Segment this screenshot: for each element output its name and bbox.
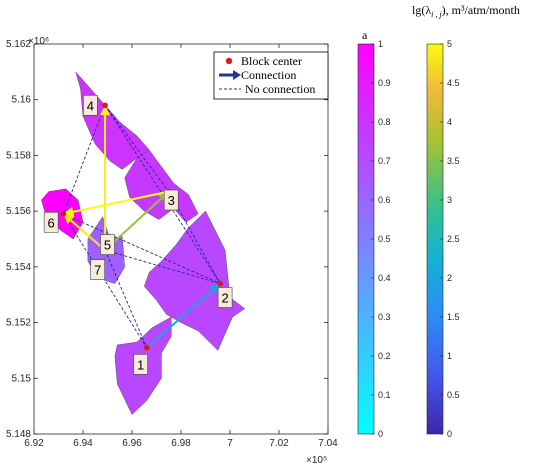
x-tick-label: 6.98 <box>171 438 191 449</box>
colorbar-tick-label: 2.5 <box>447 234 460 244</box>
colorbar-tick-label: 0.2 <box>378 351 391 361</box>
colorbar-tick-label: 0.6 <box>378 195 391 205</box>
colorbar-tick-label: 0.5 <box>447 390 460 400</box>
colorbar-a: a 0 0.1 0.2 0.3 0.4 0.5 0.6 0.7 0.8 0.9 1 <box>357 28 391 439</box>
block-labels: 1 2 3 4 5 6 7 <box>43 94 233 375</box>
colorbar-tick-label: 4.5 <box>447 78 460 88</box>
connection-arrow-1-2 <box>146 283 221 349</box>
colorbar-tick-label: 0 <box>447 429 452 439</box>
svg-text:1: 1 <box>137 357 144 372</box>
x-exponent: ×10⁵ <box>306 455 327 466</box>
y-tick-label: 5.148 <box>6 429 31 440</box>
svg-text:3: 3 <box>168 193 175 208</box>
legend-arrow-marker <box>219 70 241 80</box>
colorbar-tick-label: 4 <box>447 117 452 127</box>
no-connection-line <box>63 213 221 284</box>
connection-arrow-7-4 <box>100 105 111 251</box>
block-center-1 <box>143 344 150 351</box>
legend-label-block-center: Block center <box>241 54 302 68</box>
block-label-4: 4 <box>83 94 98 116</box>
colorbar-lambda-title-sub: i , j <box>431 10 442 19</box>
x-tick-label: 6.92 <box>24 438 44 449</box>
colorbar-tick-label: 0.3 <box>378 312 391 322</box>
block-label-1: 1 <box>133 354 148 375</box>
legend-dot-marker <box>225 57 233 65</box>
colorbar-lambda-title-main: lg(λ <box>412 3 431 17</box>
map-axes: 6.92 6.94 6.96 6.98 7 7.02 7.04 5.148 5.15 5.152 5… <box>6 39 338 449</box>
no-connection-line <box>63 213 148 348</box>
x-tick-label: 6.94 <box>73 438 93 449</box>
legend-label-no-connection: No connection <box>245 82 315 96</box>
svg-text:2: 2 <box>221 291 228 306</box>
colorbar-tick-label: 0.1 <box>378 390 391 400</box>
block-label-3: 3 <box>163 189 179 211</box>
block-center-2 <box>217 280 223 287</box>
y-exponent: ×10⁶ <box>28 36 49 47</box>
colorbar-tick-label: 0.7 <box>378 156 391 166</box>
colorbar-tick-label: 2 <box>447 273 452 283</box>
y-tick-label: 5.158 <box>6 150 31 161</box>
x-tick-label: 7.04 <box>318 438 338 449</box>
block-center-6 <box>60 211 67 217</box>
y-tick-label: 5.156 <box>6 206 31 217</box>
colorbar-lambda-ticks: 0 0.5 1 1.5 2 2.5 3 3.5 4 4.5 5 <box>440 39 460 439</box>
svg-text:5: 5 <box>104 238 111 253</box>
y-tick-label: 5.152 <box>6 318 31 329</box>
legend-label-connection: Connection <box>241 68 296 82</box>
colorbar-tick-label: 0.5 <box>378 234 391 244</box>
block-label-6: 6 <box>43 211 59 233</box>
colorbar-tick-label: 1 <box>378 39 383 49</box>
colorbar-a-title: a <box>362 28 368 42</box>
colorbar-tick-label: 3 <box>447 195 452 205</box>
y-tick-label: 5.15 <box>12 373 32 384</box>
colorbar-lambda-title: lg(λi , j), m³/atm/month <box>412 3 520 19</box>
no-connection-line <box>104 249 148 348</box>
legend-box <box>213 51 329 100</box>
block-center-4 <box>102 102 108 109</box>
colorbar-tick-label: 1 <box>447 351 452 361</box>
svg-text:7: 7 <box>94 263 101 278</box>
x-tick-label: 7 <box>227 438 233 449</box>
x-tick-label: 6.96 <box>122 438 142 449</box>
block-label-5: 5 <box>100 234 115 255</box>
y-tick-label: 5.16 <box>12 95 32 106</box>
colorbar-tick-label: 0.9 <box>378 78 391 88</box>
colorbar-tick-label: 3.5 <box>447 156 460 166</box>
legend: Block center Connection No connection <box>213 51 329 100</box>
x-tick-label: 7.02 <box>269 438 289 449</box>
colorbar-tick-label: 0 <box>378 429 383 439</box>
colorbar-tick-label: 5 <box>447 39 452 49</box>
block-label-7: 7 <box>90 259 105 280</box>
no-connection-line <box>104 105 170 192</box>
no-connection-line <box>62 105 106 215</box>
block-label-2: 2 <box>217 287 233 308</box>
colorbar-tick-label: 1.5 <box>447 312 460 322</box>
colorbar-lambda: lg(λi , j), m³/atm/month 0 0.5 1 1.5 2 2.5 3 3.… <box>412 3 520 439</box>
connection-arrow-7-6 <box>63 213 106 251</box>
colorbar-lambda-title-tail: ), m³/atm/month <box>442 3 520 17</box>
y-tick-label: 5.162 <box>6 39 31 50</box>
colorbar-tick-label: 0.8 <box>378 117 391 127</box>
svg-text:6: 6 <box>48 215 55 230</box>
colorbar-tick-label: 0.4 <box>378 273 391 283</box>
block-polygon-2 <box>144 210 246 351</box>
svg-text:4: 4 <box>87 98 94 113</box>
y-tick-label: 5.154 <box>6 262 31 273</box>
colorbar-a-ticks: 0 0.1 0.2 0.3 0.4 0.5 0.6 0.7 0.8 0.9 1 <box>371 39 391 439</box>
